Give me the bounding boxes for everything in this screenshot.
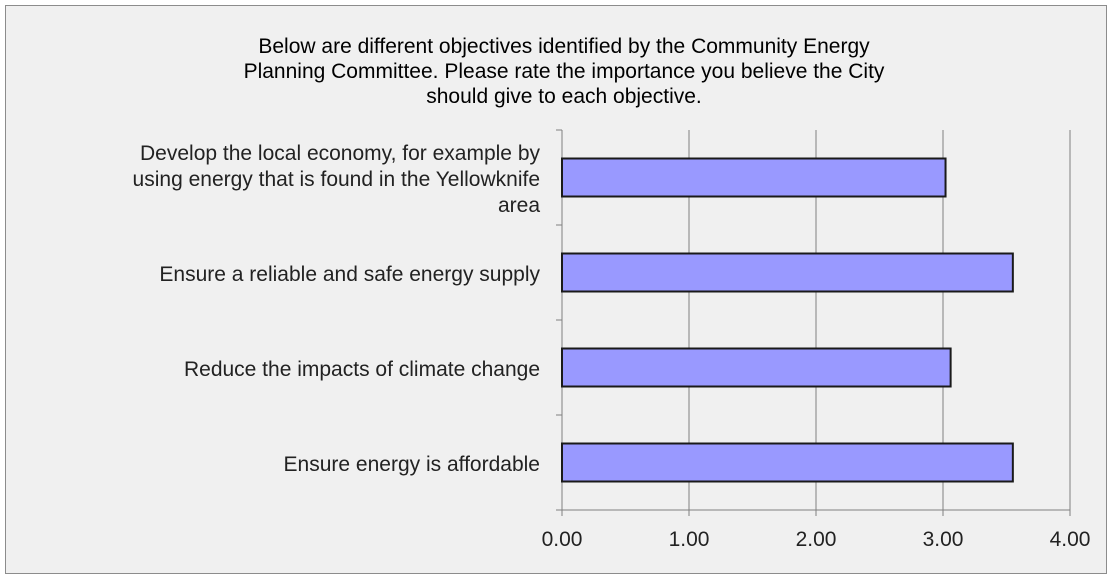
- category-label-line: Ensure energy is affordable: [283, 452, 540, 476]
- category-label: Ensure energy is affordable: [0, 452, 540, 478]
- category-label-line: Ensure a reliable and safe energy supply: [159, 262, 540, 286]
- x-tick-label: 0.00: [541, 528, 583, 551]
- bar-4: [561, 442, 1014, 483]
- category-label-line: Reduce the impacts of climate change: [183, 357, 540, 381]
- x-tick-label: 4.00: [1049, 528, 1091, 551]
- chart-title-line-2: Planning Committee. Please rate the impo…: [243, 60, 885, 83]
- category-label: Reduce the impacts of climate change: [0, 357, 540, 383]
- chart-title: Below are different objectives identifie…: [0, 34, 1108, 109]
- x-tick-label: 2.00: [795, 528, 837, 551]
- category-label: Develop the local economy, for example b…: [0, 141, 540, 219]
- category-label-line: area: [497, 193, 540, 217]
- x-tick-label: 3.00: [922, 528, 964, 551]
- bar-2: [561, 252, 1014, 293]
- category-label: Ensure a reliable and safe energy supply: [0, 262, 540, 288]
- category-label-line: using energy that is found in the Yellow…: [132, 167, 540, 191]
- bar-3: [561, 347, 952, 388]
- x-tick-label: 1.00: [668, 528, 710, 551]
- category-label-line: Develop the local economy, for example b…: [140, 141, 540, 165]
- chart-title-line-3: should give to each objective.: [426, 85, 702, 108]
- bar-1: [561, 157, 947, 198]
- chart-title-line-1: Below are different objectives identifie…: [258, 35, 870, 58]
